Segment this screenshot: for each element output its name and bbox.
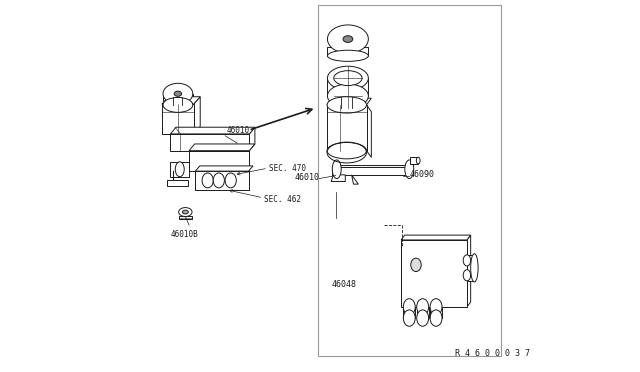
- Ellipse shape: [343, 36, 353, 42]
- Polygon shape: [170, 162, 189, 177]
- Text: 46010: 46010: [294, 173, 319, 182]
- Ellipse shape: [430, 310, 442, 326]
- Polygon shape: [250, 127, 255, 151]
- Text: 46090: 46090: [410, 170, 435, 179]
- Ellipse shape: [174, 91, 182, 96]
- Text: 46048: 46048: [331, 280, 356, 289]
- Ellipse shape: [328, 66, 369, 90]
- Ellipse shape: [327, 142, 367, 159]
- Ellipse shape: [328, 50, 369, 61]
- Polygon shape: [328, 46, 369, 56]
- Ellipse shape: [417, 310, 429, 326]
- Ellipse shape: [334, 71, 362, 86]
- Polygon shape: [163, 94, 193, 105]
- Polygon shape: [337, 166, 413, 171]
- Polygon shape: [430, 307, 442, 318]
- Polygon shape: [367, 105, 371, 157]
- Text: 46010: 46010: [227, 126, 250, 135]
- Polygon shape: [467, 255, 474, 281]
- Polygon shape: [179, 216, 192, 219]
- Polygon shape: [189, 151, 250, 171]
- Ellipse shape: [163, 97, 193, 112]
- Polygon shape: [332, 167, 410, 175]
- Ellipse shape: [175, 162, 184, 177]
- Polygon shape: [162, 104, 193, 134]
- Ellipse shape: [182, 210, 188, 214]
- Ellipse shape: [470, 254, 478, 282]
- Ellipse shape: [179, 208, 192, 217]
- Polygon shape: [401, 240, 467, 307]
- Polygon shape: [467, 235, 470, 307]
- Ellipse shape: [213, 173, 225, 188]
- Polygon shape: [401, 235, 470, 240]
- Polygon shape: [195, 166, 253, 171]
- Ellipse shape: [163, 83, 193, 104]
- Polygon shape: [403, 307, 415, 318]
- Polygon shape: [337, 167, 410, 171]
- Ellipse shape: [328, 84, 369, 108]
- Polygon shape: [328, 78, 369, 96]
- Polygon shape: [170, 127, 255, 134]
- Polygon shape: [327, 105, 367, 151]
- Polygon shape: [195, 171, 248, 190]
- Polygon shape: [410, 157, 418, 164]
- Ellipse shape: [403, 310, 415, 326]
- Ellipse shape: [417, 299, 429, 315]
- Ellipse shape: [430, 299, 442, 315]
- Polygon shape: [417, 307, 429, 318]
- Ellipse shape: [417, 157, 420, 164]
- Ellipse shape: [405, 160, 413, 179]
- Text: SEC. 462: SEC. 462: [264, 195, 301, 203]
- Ellipse shape: [328, 25, 369, 53]
- Polygon shape: [170, 134, 250, 151]
- Text: SEC. 470: SEC. 470: [269, 164, 306, 173]
- Text: 46010B: 46010B: [170, 230, 198, 239]
- Ellipse shape: [463, 270, 470, 281]
- Bar: [318, 5, 501, 356]
- Ellipse shape: [332, 160, 341, 179]
- Polygon shape: [193, 97, 200, 134]
- Ellipse shape: [403, 299, 415, 315]
- Ellipse shape: [327, 97, 367, 113]
- Text: R 4 6 0 0 0 3 7: R 4 6 0 0 0 3 7: [454, 349, 530, 358]
- Polygon shape: [331, 175, 346, 182]
- Polygon shape: [189, 144, 255, 151]
- Ellipse shape: [463, 255, 470, 266]
- Polygon shape: [327, 98, 371, 105]
- Ellipse shape: [202, 173, 213, 188]
- Polygon shape: [351, 175, 358, 184]
- Polygon shape: [162, 97, 200, 104]
- Ellipse shape: [411, 258, 421, 272]
- Polygon shape: [167, 180, 188, 186]
- Ellipse shape: [225, 173, 236, 188]
